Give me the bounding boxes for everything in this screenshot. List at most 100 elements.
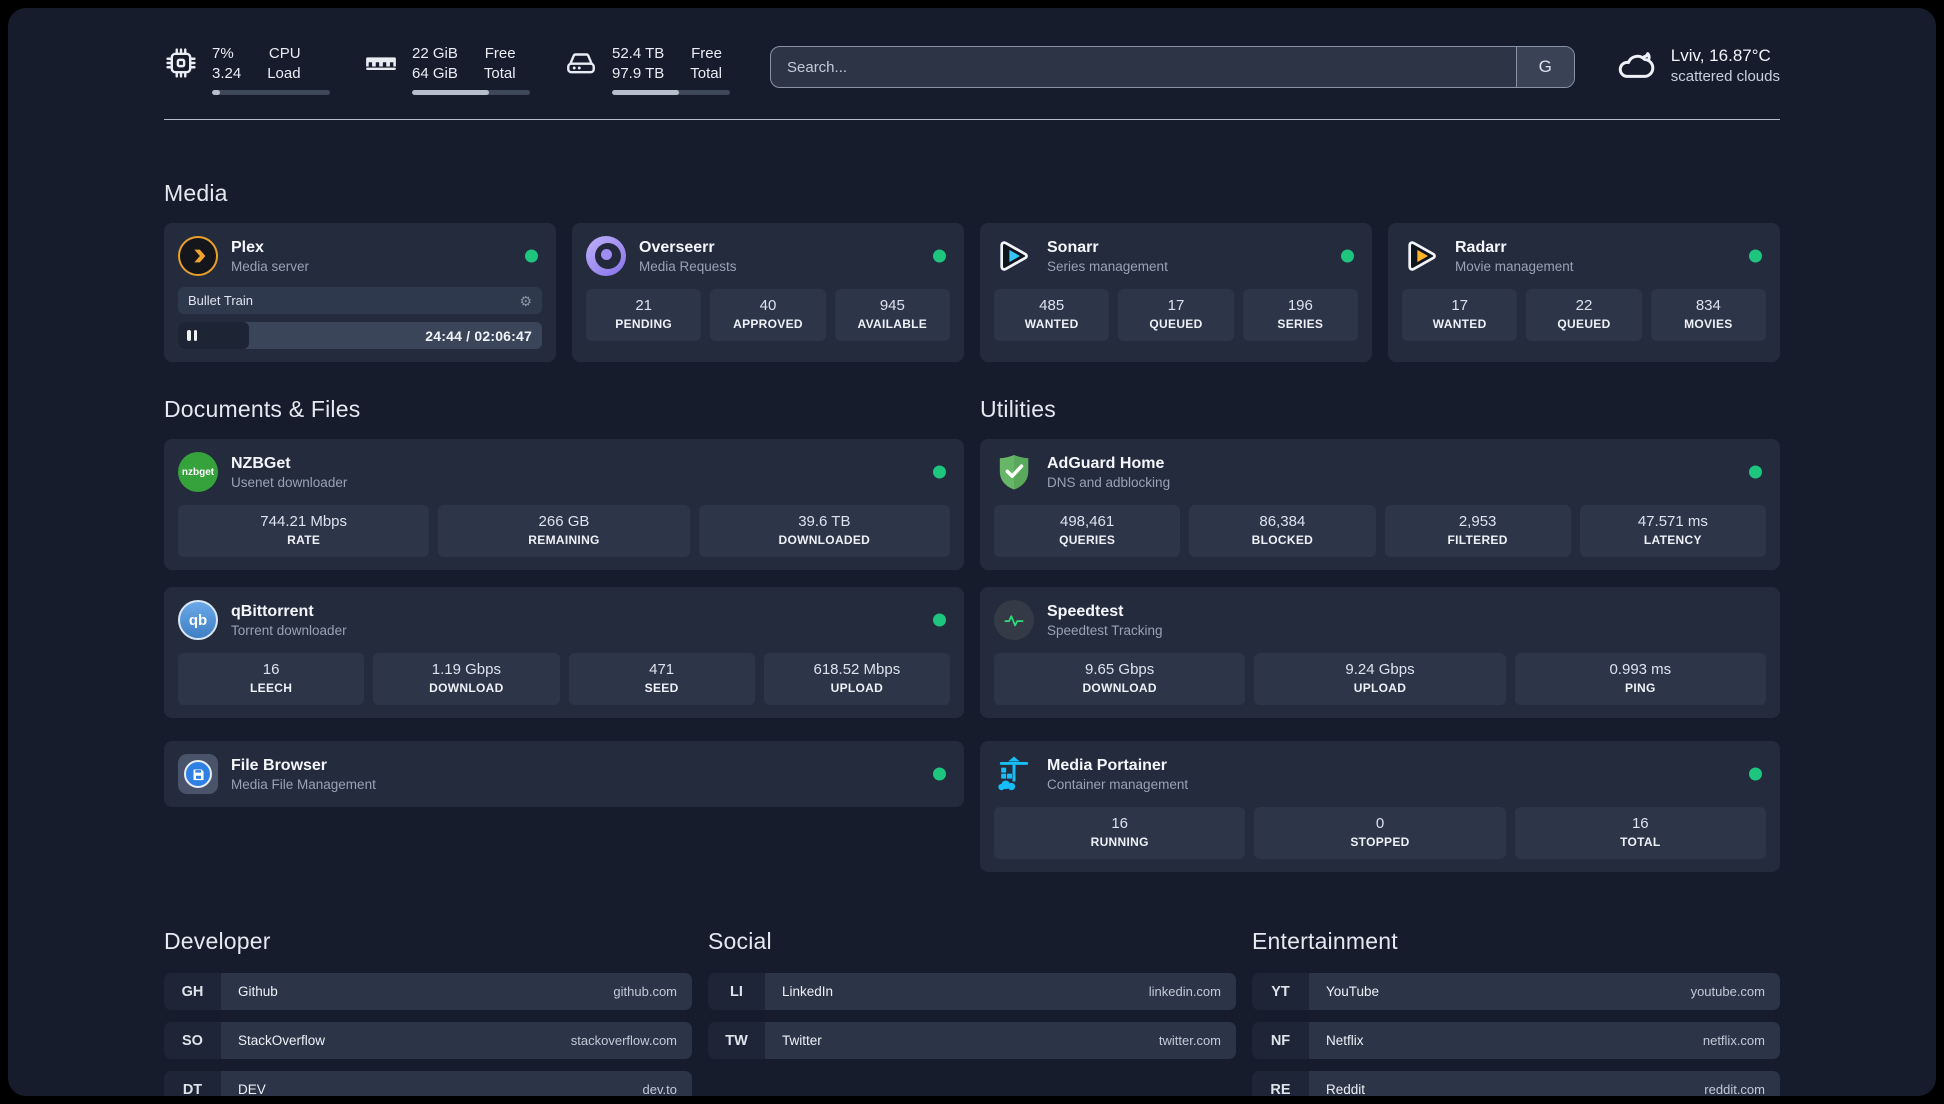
memory-progress-bar <box>412 90 530 95</box>
service-description: Movie management <box>1455 258 1574 274</box>
stat-download: 9.65 Gbps DOWNLOAD <box>994 653 1246 705</box>
top-bar: 7% 3.24 CPU Load <box>164 8 1780 95</box>
bookmark-url: stackoverflow.com <box>570 1033 677 1048</box>
section-title-entertainment: Entertainment <box>1252 928 1398 954</box>
service-card-speedtest[interactable]: Speedtest Speedtest Tracking 9.65 Gbps D… <box>980 587 1780 718</box>
status-indicator <box>525 249 538 263</box>
service-card-filebrowser[interactable]: File Browser Media File Management <box>164 741 964 807</box>
service-card-qbittorrent[interactable]: qb qBittorrent Torrent downloader 16 LEE… <box>164 587 964 718</box>
service-name: Sonarr <box>1047 238 1099 256</box>
stat-downloaded: 39.6 TB DOWNLOADED <box>698 505 950 557</box>
stat-upload: 9.24 Gbps UPLOAD <box>1254 653 1506 705</box>
service-description: Torrent downloader <box>231 622 347 638</box>
stat-running: 16 RUNNING <box>994 807 1246 859</box>
stat-approved: 40 APPROVED <box>710 289 826 341</box>
service-card-adguard[interactable]: AdGuard Home DNS and adblocking 498,461 … <box>980 439 1780 570</box>
bookmark-netflix[interactable]: NF Netflix netflix.com <box>1252 1022 1780 1059</box>
service-card-overseerr[interactable]: Overseerr Media Requests 21 PENDING 40 A… <box>572 223 964 362</box>
portainer-icon <box>994 754 1034 794</box>
weather-widget[interactable]: Lviv, 16.87°C scattered clouds <box>1615 44 1780 91</box>
player-settings-icon[interactable]: ⚙ <box>519 292 532 309</box>
disk-total-value: 97.9 TB <box>612 65 665 82</box>
service-card-portainer[interactable]: Media Portainer Container management 16 … <box>980 741 1780 872</box>
status-indicator <box>933 767 946 781</box>
service-name: Overseerr <box>639 238 715 256</box>
bookmark-url: dev.to <box>642 1082 677 1096</box>
service-card-radarr[interactable]: Radarr Movie management 17 WANTED 22 QUE… <box>1388 223 1780 362</box>
service-card-nzbget[interactable]: nzbget NZBGet Usenet downloader 744.21 M… <box>164 439 964 570</box>
status-indicator <box>933 465 946 479</box>
speedtest-icon <box>994 600 1034 640</box>
section-title-social: Social <box>708 928 772 954</box>
service-name: qBittorrent <box>231 602 314 620</box>
bookmark-url: twitter.com <box>1158 1033 1221 1048</box>
pause-icon[interactable] <box>187 330 197 341</box>
memory-total-value: 64 GiB <box>412 65 458 82</box>
bookmark-url: github.com <box>613 984 677 999</box>
player-progress-bar: 24:44 / 02:06:47 <box>178 322 542 349</box>
service-name: File Browser <box>231 756 328 774</box>
weather-location-temp: Lviv, 16.87°C <box>1670 46 1771 65</box>
bookmark-github[interactable]: GH Github github.com <box>164 973 692 1010</box>
bookmark-stackoverflow[interactable]: SO StackOverflow stackoverflow.com <box>164 1022 692 1059</box>
status-indicator <box>933 613 946 627</box>
bookmark-reddit[interactable]: RE Reddit reddit.com <box>1252 1071 1780 1096</box>
weather-condition: scattered clouds <box>1670 68 1780 85</box>
section-title-media: Media <box>164 180 228 206</box>
disk-total-label: Total <box>690 65 722 82</box>
bookmark-dev[interactable]: DT DEV dev.to <box>164 1071 692 1096</box>
search-input[interactable] <box>771 47 1516 87</box>
bookmark-youtube[interactable]: YT YouTube youtube.com <box>1252 973 1780 1010</box>
service-name: Radarr <box>1455 238 1507 256</box>
cloud-icon <box>1615 44 1657 91</box>
header-divider <box>164 119 1780 120</box>
status-indicator <box>933 249 946 263</box>
bookmark-twitter[interactable]: TW Twitter twitter.com <box>708 1022 1236 1059</box>
bookmark-linkedin[interactable]: LI LinkedIn linkedin.com <box>708 973 1236 1010</box>
service-description: Media server <box>231 258 310 274</box>
service-description: Media File Management <box>231 776 376 792</box>
sonarr-icon <box>994 236 1034 276</box>
bookmark-name: LinkedIn <box>782 984 834 999</box>
stat-rate: 744.21 Mbps RATE <box>178 505 430 557</box>
stat-download: 1.19 Gbps DOWNLOAD <box>373 653 560 705</box>
media-grid: Plex Media server Bullet Train ⚙ 24:44 /… <box>164 223 1780 362</box>
memory-total-label: Total <box>483 65 516 82</box>
bookmark-abbr: YT <box>1252 973 1309 1010</box>
status-indicator <box>1749 465 1762 479</box>
service-description: Usenet downloader <box>231 474 348 490</box>
plex-icon <box>178 236 218 276</box>
stat-queries: 498,461 QUERIES <box>994 505 1181 557</box>
load-label: Load <box>267 65 301 82</box>
stat-upload: 618.52 Mbps UPLOAD <box>763 653 950 705</box>
memory-icon <box>364 46 400 82</box>
service-name: Plex <box>231 238 264 256</box>
stat-series: 196 SERIES <box>1242 289 1358 341</box>
service-name: NZBGet <box>231 454 291 472</box>
stat-filtered: 2,953 FILTERED <box>1384 505 1571 557</box>
stat-latency: 47.571 ms LATENCY <box>1579 505 1766 557</box>
status-indicator <box>1341 249 1354 263</box>
bookmark-name: DEV <box>238 1082 266 1096</box>
bookmark-url: netflix.com <box>1702 1033 1765 1048</box>
bookmark-url: reddit.com <box>1704 1082 1765 1096</box>
search-bar: G <box>770 46 1575 88</box>
dashboard: 7% 3.24 CPU Load <box>8 8 1936 1096</box>
disk-resource: 52.4 TB 97.9 TB Free Total <box>564 44 730 95</box>
service-card-sonarr[interactable]: Sonarr Series management 485 WANTED 17 Q… <box>980 223 1372 362</box>
player-time: 24:44 / 02:06:47 <box>425 327 532 344</box>
search-provider-button[interactable]: G <box>1515 47 1574 87</box>
service-description: Speedtest Tracking <box>1047 622 1163 638</box>
bookmark-abbr: RE <box>1252 1071 1309 1096</box>
memory-resource: 22 GiB 64 GiB Free Total <box>364 44 530 95</box>
memory-free-label: Free <box>484 45 516 62</box>
bookmark-abbr: LI <box>708 973 765 1010</box>
bookmark-abbr: GH <box>164 973 221 1010</box>
service-card-plex[interactable]: Plex Media server Bullet Train ⚙ 24:44 /… <box>164 223 556 362</box>
now-playing-row: Bullet Train ⚙ <box>178 287 542 314</box>
disk-free-value: 52.4 TB <box>612 45 665 62</box>
service-description: Series management <box>1047 258 1168 274</box>
service-name: AdGuard Home <box>1047 454 1165 472</box>
section-title-developer: Developer <box>164 928 271 954</box>
stat-queued: 22 QUEUED <box>1526 289 1642 341</box>
